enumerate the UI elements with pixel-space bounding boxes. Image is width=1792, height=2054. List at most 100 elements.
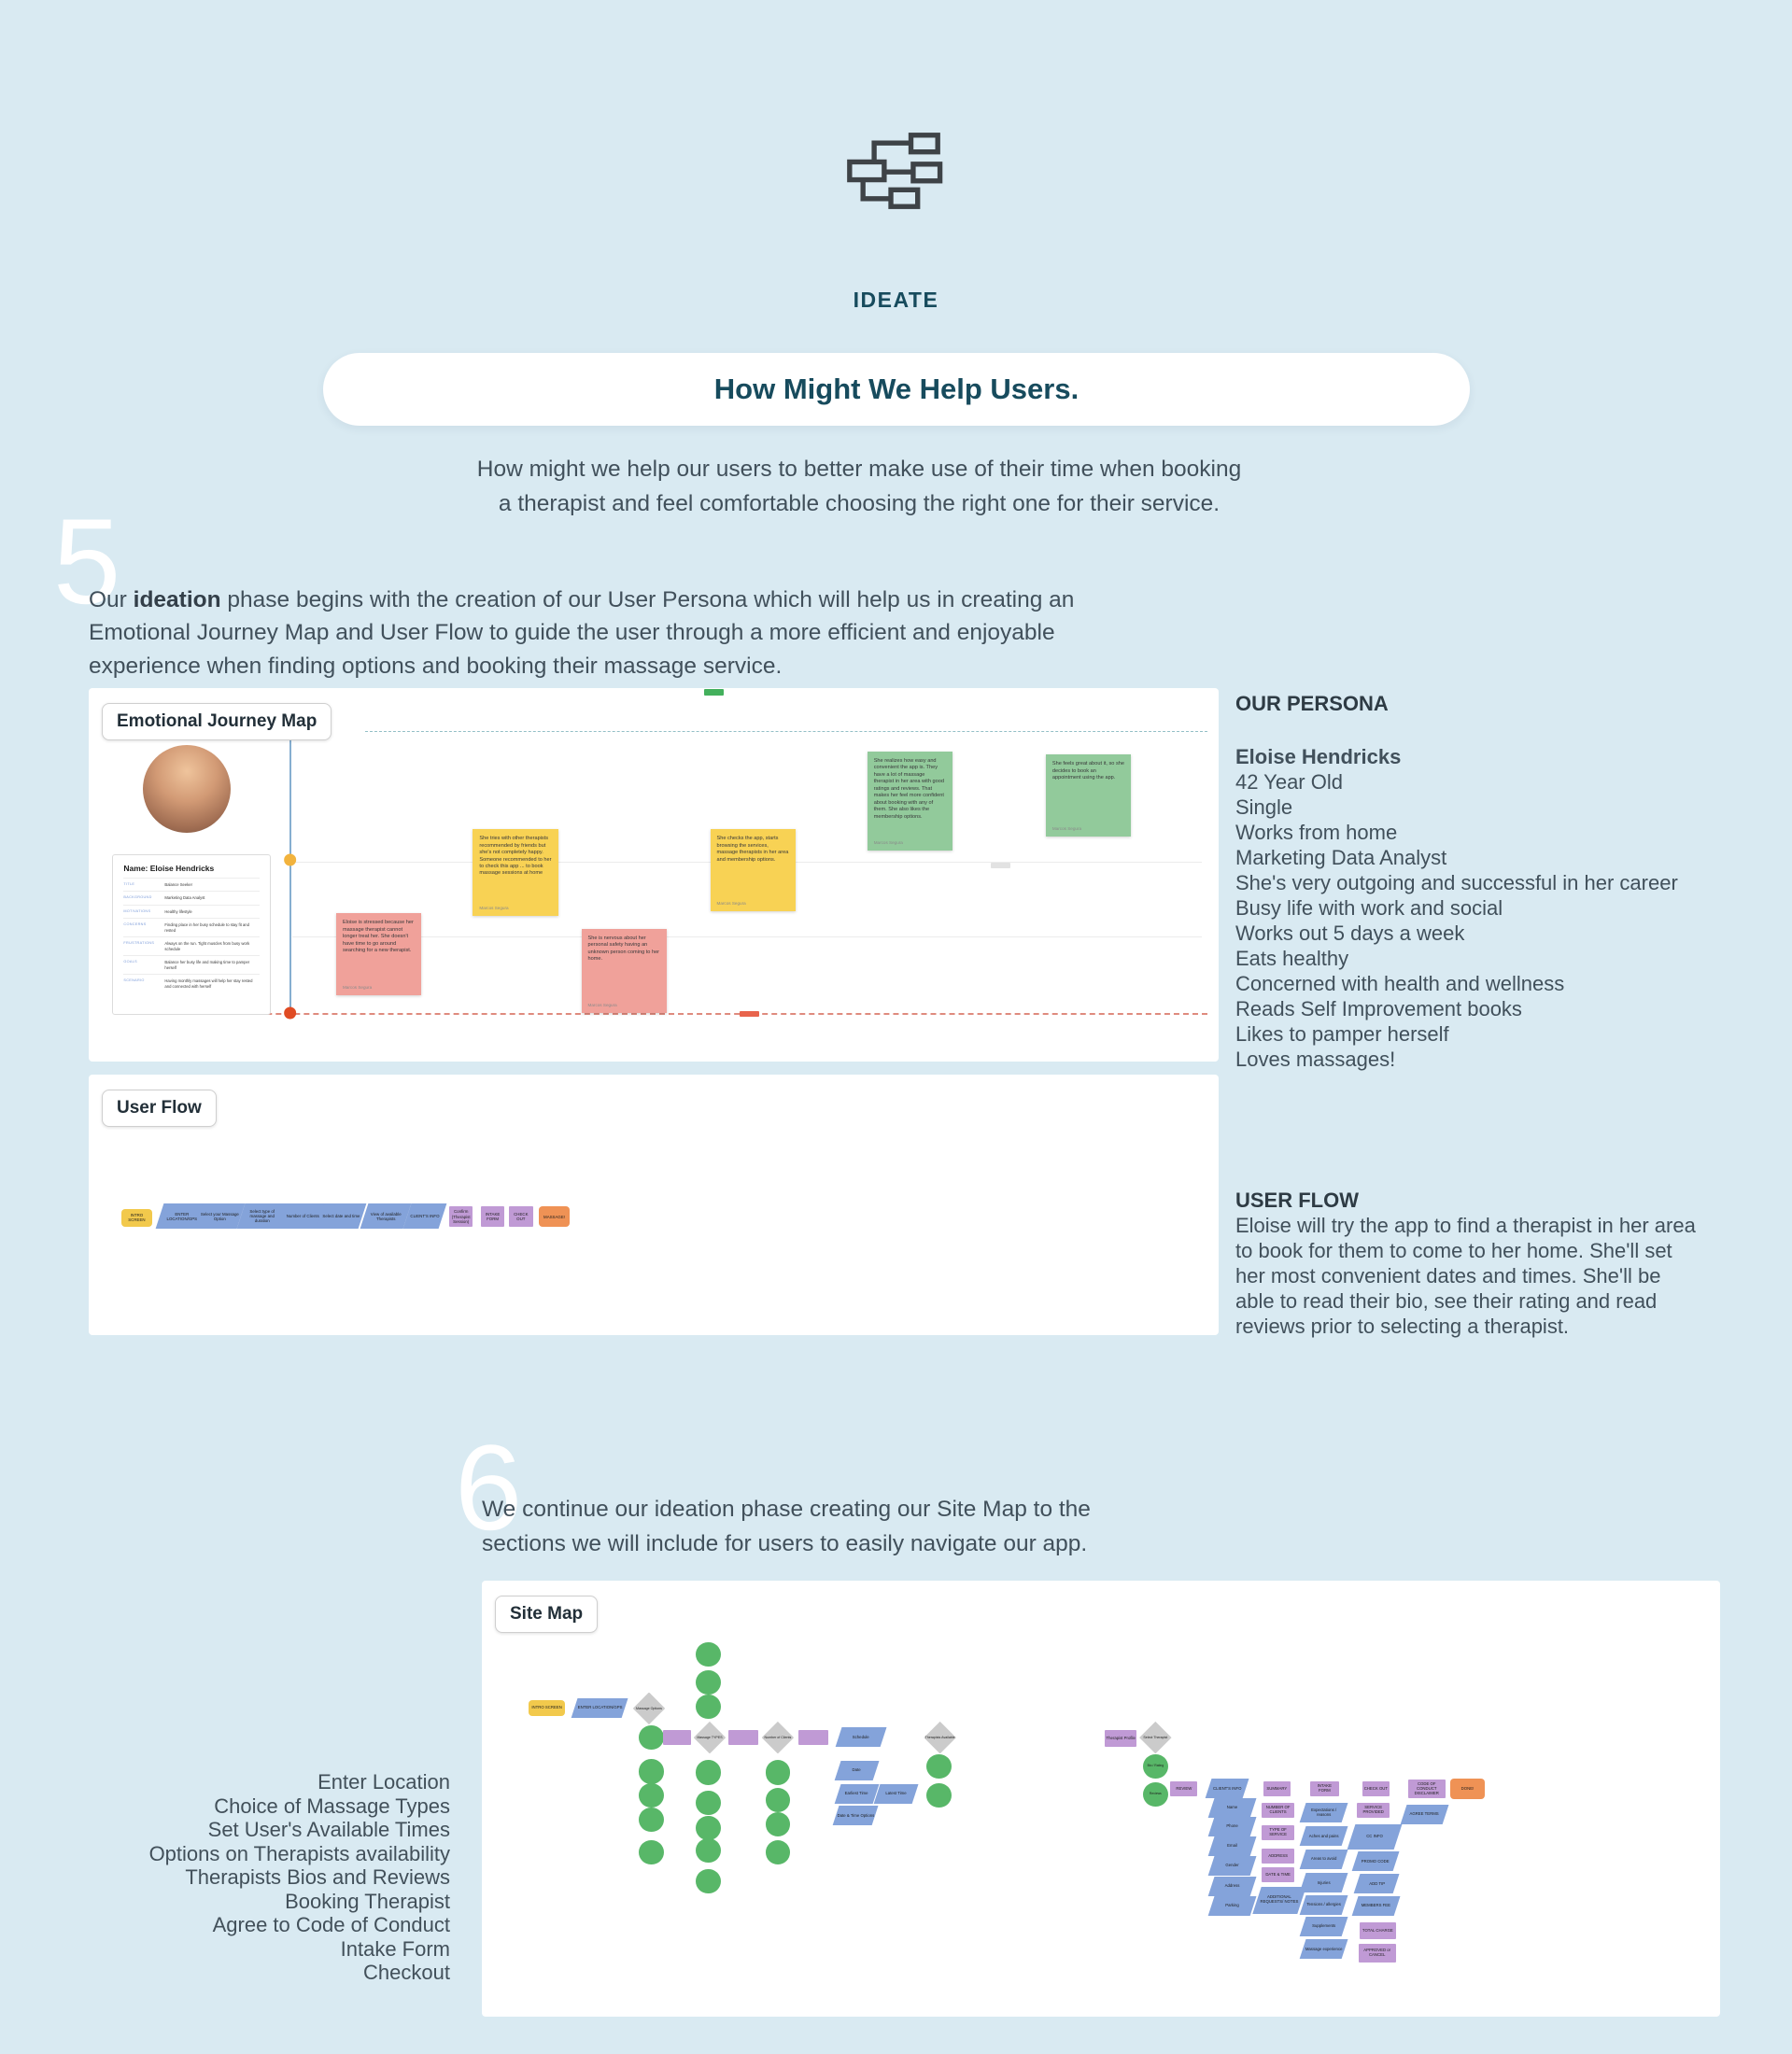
our-persona-heading: OUR PERSONA xyxy=(1235,692,1389,715)
sitemap-node: NUMBER OF CLIENTS xyxy=(1262,1803,1294,1819)
persona-trait: Marketing Data Analyst xyxy=(1235,846,1447,869)
sitemap-node xyxy=(926,1783,952,1808)
sitemap-node: TYPE OF SERVICE xyxy=(1262,1824,1294,1840)
sitemap-node: TOTAL CHARGE xyxy=(1360,1922,1396,1939)
sitemap-node-label xyxy=(708,1771,710,1773)
sitemap-node: ENTER LOCATION/GPS xyxy=(574,1698,625,1718)
sitemap-node: Bio / Rating xyxy=(1143,1754,1168,1780)
sitemap-node-label: Massage Options xyxy=(636,1706,662,1710)
paragraph-line: We continue our ideation phase creating … xyxy=(482,1497,1091,1522)
sitemap-node xyxy=(639,1759,664,1784)
sticky-note-author: Marcos Segura xyxy=(587,1003,617,1008)
sitemap-node: Number of Clients xyxy=(762,1722,794,1754)
sitemap-node-label xyxy=(676,1737,678,1738)
persona-trait: Works out 5 days a week xyxy=(1235,921,1465,945)
flow-step: ENTER LOCATION/GPS xyxy=(160,1203,204,1229)
sitemap-node-label xyxy=(651,1819,653,1821)
flow-step-label: INTRO SCREEN xyxy=(128,1213,146,1223)
sitemap-node-label: SERVICE PROVIDED xyxy=(1362,1805,1384,1815)
sitemap-node-label: Therapist Profile xyxy=(1106,1735,1136,1740)
list-item: Options on Therapists availability xyxy=(148,1841,450,1865)
persona-row-label: FRUSTRATIONS xyxy=(123,941,155,946)
board-tag xyxy=(704,689,724,696)
persona-row-label: MOTIVATIONS xyxy=(123,908,151,913)
sitemap-node xyxy=(765,1788,791,1813)
sitemap-node: Therapist Profile xyxy=(1104,1730,1137,1747)
persona-trait: She's very outgoing and successful in he… xyxy=(1235,871,1678,894)
flow-step: Select date and time xyxy=(320,1203,362,1229)
list-item: Agree to Code of Conduct xyxy=(212,1913,450,1936)
sitemap-node-label xyxy=(708,1850,710,1851)
persona-row: SCENARIO Having monthly massages will he… xyxy=(123,974,260,992)
ideation-paragraph: Our ideation phase begins with the creat… xyxy=(89,584,1135,683)
sitemap-node-label: APPROVED or CANCEL xyxy=(1363,1947,1391,1957)
sitemap-node: Date & Time Options xyxy=(836,1806,875,1825)
sitemap-node: Gender xyxy=(1211,1856,1253,1876)
sitemap-node: SUMMARY xyxy=(1263,1781,1291,1797)
persona-trait: 42 Year Old xyxy=(1235,770,1343,794)
persona-photo xyxy=(143,745,232,834)
sitemap-node xyxy=(926,1754,952,1780)
persona-row-value: Balance Seeker xyxy=(164,882,192,887)
sticky-note-author: Marcos Segura xyxy=(873,840,903,846)
sticky-note-author: Marcos Segura xyxy=(479,906,509,911)
sitemap-node-label: Bio / Rating xyxy=(1147,1764,1164,1768)
sitemap-node: ADDITIONAL REQUESTS/ NOTES xyxy=(1257,1887,1302,1914)
page-title: How Might We Help Users. xyxy=(713,373,1079,405)
flow-step: Select your Massage Option xyxy=(199,1203,241,1229)
list-item: Enter Location xyxy=(317,1770,450,1794)
sitemap-node-label xyxy=(708,1827,710,1829)
board-title: Emotional Journey Map xyxy=(102,703,332,740)
persona-trait: Eats healthy xyxy=(1235,947,1349,970)
sitemap-node: Reviews xyxy=(1143,1782,1168,1808)
section-number-5: 5 xyxy=(53,493,121,629)
flow-step-label: ENTER LOCATION/GPS xyxy=(166,1211,198,1221)
sitemap-node-label: Select Therapist xyxy=(1143,1736,1168,1740)
persona-row: TITLE Balance Seeker xyxy=(123,878,260,891)
sitemap-node-label: Tensions / allergies xyxy=(1306,1902,1341,1907)
sitemap-node-label: Therapists Available xyxy=(924,1736,955,1740)
flow-step: INTAKE FORM xyxy=(480,1205,505,1228)
flow-step: INTRO SCREEN xyxy=(121,1208,152,1227)
intro-paragraph: How might we help our users to better ma… xyxy=(0,452,1718,521)
sitemap-node: Email xyxy=(1211,1836,1253,1856)
intro-line: a therapist and feel comfortable choosin… xyxy=(498,491,1221,516)
board-title: Site Map xyxy=(495,1596,599,1633)
sitemap-node-label: Name xyxy=(1226,1805,1238,1810)
sitemap-node xyxy=(639,1783,664,1808)
sitemap-node-label: CHECK OUT xyxy=(1363,1785,1389,1791)
persona-trait: Busy life with work and social xyxy=(1235,896,1503,920)
sitemap-node-label: Massage TYPES xyxy=(697,1736,723,1740)
sticky-note: She feels great about it, so she decides… xyxy=(1045,754,1132,837)
sitemap-node-label: NUMBER OF CLIENTS xyxy=(1265,1805,1291,1815)
sitemap-node-label xyxy=(708,1802,710,1804)
persona-row: GOALS Balance her busy life and making t… xyxy=(123,955,260,974)
sitemap-node-label xyxy=(651,1794,653,1796)
lead-bold-word: ideation xyxy=(133,586,221,612)
board-tag xyxy=(990,863,1011,869)
flow-step-label: Select type of massage and duration xyxy=(249,1209,275,1224)
sitemap-node: Expectations / reasons xyxy=(1303,1803,1345,1822)
sitemap-node-label xyxy=(708,1653,710,1655)
sitemap-node xyxy=(696,1790,721,1815)
sitemap-node-label: SUMMARY xyxy=(1266,1785,1288,1791)
sticky-note-author: Marcos Segura xyxy=(342,985,373,991)
sitemap-node-label: Areas to avoid xyxy=(1310,1856,1337,1862)
section-number-6: 6 xyxy=(455,1419,523,1555)
sticky-note-text: Eloise is stressed because her massage t… xyxy=(342,920,414,953)
our-persona-block: OUR PERSONA Eloise Hendricks 42 Year Old… xyxy=(1235,691,1758,1072)
sitemap-node: AGREE TERMS xyxy=(1404,1805,1446,1824)
sitemap-node xyxy=(765,1760,791,1785)
sitemap-node-label: ADDRESS xyxy=(1268,1852,1288,1858)
lead-prefix: Our xyxy=(89,586,134,612)
sitemap-node-label: INTAKE FORM xyxy=(1317,1783,1332,1794)
persona-trait: Loves massages! xyxy=(1235,1048,1396,1071)
sitemap-node-label xyxy=(651,1851,653,1853)
list-item: Set User's Available Times xyxy=(207,1818,450,1841)
flow-step-label: INTAKE FORM xyxy=(485,1211,501,1222)
user-flow-body: Eloise will try the app to find a therap… xyxy=(1235,1214,1696,1338)
persona-row-value: Finding place in her busy schedule to st… xyxy=(164,922,249,933)
sitemap-node: CHECK OUT xyxy=(1362,1781,1390,1797)
sitemap-node-label: CLIENT'S INFO xyxy=(1213,1785,1242,1791)
